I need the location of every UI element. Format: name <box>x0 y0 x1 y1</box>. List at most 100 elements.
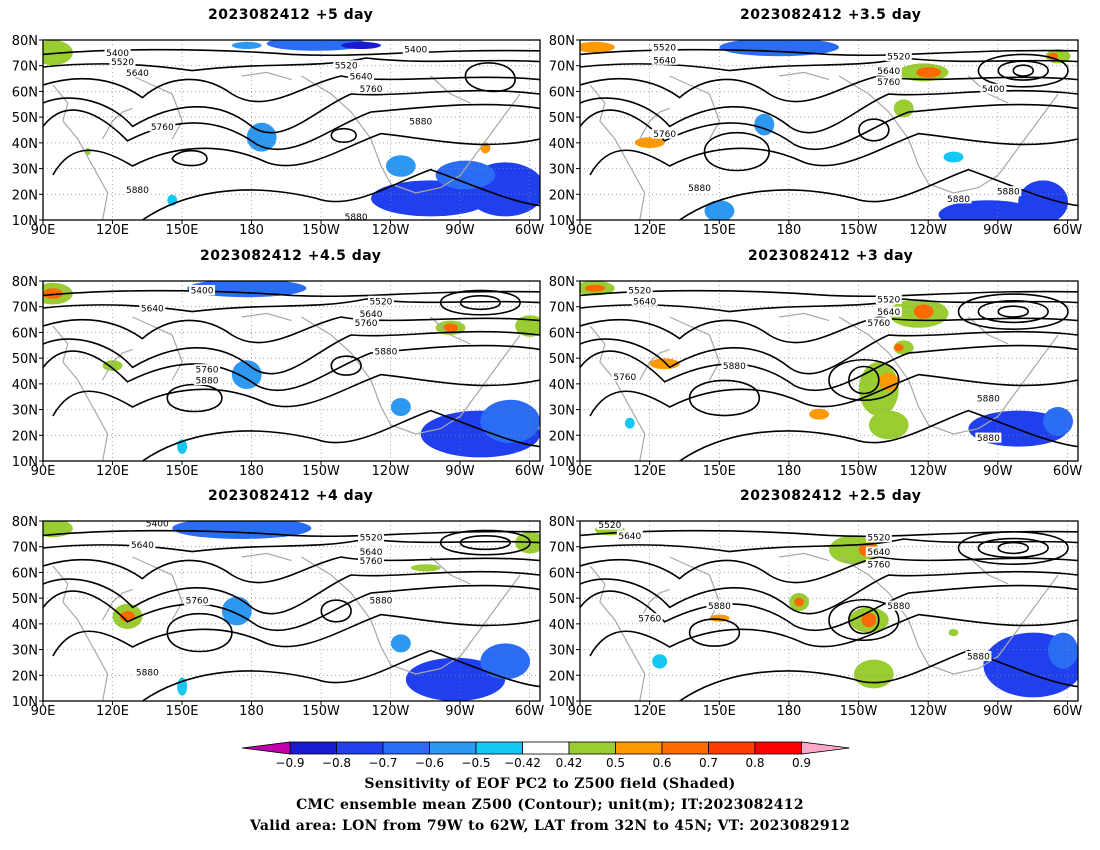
contour-label-bg <box>358 308 385 319</box>
sensitivity-shading <box>1043 407 1074 436</box>
z500-contour <box>580 584 1078 632</box>
lat-tick-label: 20N <box>549 188 575 203</box>
sensitivity-shading <box>341 41 381 50</box>
contour-label-bg <box>367 595 394 606</box>
sensitivity-shading <box>480 643 531 680</box>
sensitivity-shading <box>371 180 491 217</box>
coastline <box>669 316 721 381</box>
contour-label: 5880 <box>688 184 711 194</box>
z500-contour <box>43 298 540 313</box>
colorbar-label: −0.6 <box>415 756 444 770</box>
colorbar-segment <box>615 741 663 755</box>
z500-contour <box>977 537 1049 559</box>
lon-tick-label: 120E <box>633 464 666 479</box>
contour-label: 5640 <box>653 56 676 66</box>
coastline <box>241 71 292 81</box>
z500-contour <box>330 355 362 376</box>
colorbar-label: −0.7 <box>368 756 397 770</box>
contour-label-bg <box>651 42 678 53</box>
z500-contour <box>43 538 540 553</box>
contour-label: 5520 <box>111 58 134 68</box>
lat-tick-label: 20N <box>12 429 38 444</box>
sensitivity-shading <box>893 344 904 352</box>
contour-label: 5880 <box>723 362 746 372</box>
sensitivity-shading <box>652 654 668 669</box>
contour-label: 5520 <box>628 287 651 297</box>
contour-label: 5640 <box>360 548 383 558</box>
z500-contour <box>977 300 1049 324</box>
colorbar: −0.9 −0.8 −0.7 −0.6 −0.5 −0.42 0.42 0.5 0.6 0.7 0.… <box>241 741 850 770</box>
contour-label-bg <box>333 60 360 71</box>
lat-tick-label: 40N <box>549 137 575 152</box>
lon-tick-label: 150W <box>302 704 340 719</box>
coastline <box>669 75 721 140</box>
z500-contour <box>43 584 540 632</box>
contour-label: 5640 <box>633 297 656 307</box>
lon-tick-label: 90W <box>445 464 475 479</box>
contour-label: 5520 <box>653 44 676 54</box>
sensitivity-shading <box>868 410 909 440</box>
lon-tick-label: 150E <box>165 464 198 479</box>
coastline <box>132 75 183 140</box>
contour-label-bg <box>194 364 221 375</box>
coastline <box>639 107 670 140</box>
sensitivity-shading <box>943 151 964 163</box>
z500-contour <box>580 570 1078 615</box>
lon-tick-label: 150W <box>840 704 878 719</box>
coastline <box>928 574 1059 675</box>
lat-tick-label: 80N <box>12 34 38 49</box>
lat-tick-label: 50N <box>12 592 38 607</box>
colorbar-high-end <box>801 741 850 755</box>
lat-tick-label: 10N <box>549 214 575 229</box>
caption-line-1: Sensitivity of EOF PC2 to Z500 field (Sh… <box>364 776 736 792</box>
z500-contour <box>580 529 1078 538</box>
lat-tick-label: 20N <box>549 429 575 444</box>
lon-tick-label: 150E <box>703 223 736 238</box>
contour-label: 5760 <box>186 597 209 607</box>
contour-label-bg <box>945 193 972 204</box>
z500-contour <box>957 531 1069 565</box>
lon-tick-label: 120E <box>96 223 129 238</box>
colorbar-label: −0.8 <box>322 756 351 770</box>
coastline <box>301 316 392 426</box>
lat-tick-label: 40N <box>549 618 575 633</box>
lon-tick-label: 120W <box>372 223 410 238</box>
contour-label-bg <box>995 186 1022 197</box>
contour-label: 5760 <box>196 366 219 376</box>
z500-contour <box>679 649 1078 701</box>
lon-tick-label: 150W <box>840 223 878 238</box>
contour-label-bg <box>189 285 216 295</box>
lon-tick-label: 120W <box>909 464 947 479</box>
contour-label-bg <box>134 667 161 678</box>
panel-title: 2023082412 +2.5 day <box>740 488 922 504</box>
colorbar-label: −0.9 <box>275 756 304 770</box>
contour-label: 5760 <box>867 319 890 329</box>
colorbar-label: 0.5 <box>606 756 625 770</box>
coastline <box>132 556 183 621</box>
sensitivity-shading <box>187 281 307 298</box>
lat-tick-label: 30N <box>549 644 575 659</box>
contour-label-bg <box>358 546 385 557</box>
sensitivity-shading <box>829 535 879 565</box>
lat-tick-label: 30N <box>549 404 575 419</box>
panel-title: 2023082412 +5 day <box>208 7 374 23</box>
colorbar-label: 0.42 <box>556 756 583 770</box>
coastline <box>430 556 471 585</box>
contour-label-bg <box>865 559 892 570</box>
lon-tick-label: 120E <box>96 704 129 719</box>
z500-contour <box>580 330 1078 375</box>
lat-tick-label: 70N <box>549 541 575 556</box>
map-panel: 5400552056405400552056405760576058805880… <box>12 34 545 238</box>
contour-label: 5760 <box>867 561 890 571</box>
coastline <box>430 316 471 345</box>
contour-label-bg <box>104 47 131 58</box>
lon-tick-label: 120W <box>909 223 947 238</box>
contour-label-bg <box>626 285 653 295</box>
lat-tick-label: 20N <box>549 669 575 684</box>
contour-label: 5640 <box>618 532 641 542</box>
contour-label-bg <box>402 44 429 54</box>
coastline <box>301 75 392 185</box>
z500-contour <box>589 132 1078 176</box>
coastline <box>102 107 133 140</box>
